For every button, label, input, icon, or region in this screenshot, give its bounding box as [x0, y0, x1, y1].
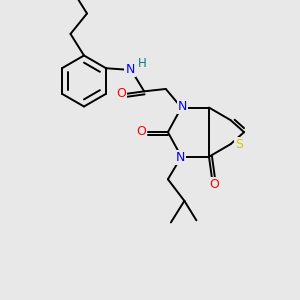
- Text: S: S: [235, 138, 243, 151]
- Text: O: O: [116, 87, 126, 100]
- Text: H: H: [138, 57, 147, 70]
- Text: O: O: [136, 125, 146, 138]
- Text: N: N: [176, 152, 185, 164]
- Text: N: N: [125, 63, 135, 76]
- Text: N: N: [178, 100, 187, 113]
- Text: O: O: [209, 178, 219, 191]
